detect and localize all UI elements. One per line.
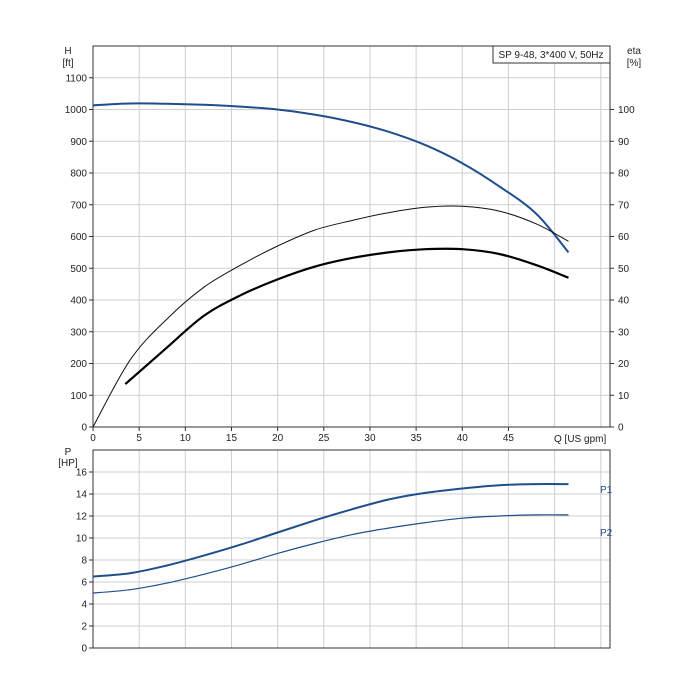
eta-tick-label: 50 xyxy=(618,264,630,275)
chart-title-box xyxy=(492,45,611,64)
power-tick-label: 4 xyxy=(81,600,87,611)
eta-tick-label: 70 xyxy=(618,200,630,211)
series-line-eta-thin xyxy=(92,205,569,428)
x-tick-label: 35 xyxy=(411,433,423,444)
p1-series-label: P1 xyxy=(600,485,613,496)
power-axis-name: P xyxy=(65,447,72,458)
x-tick-label: 25 xyxy=(318,433,330,444)
x-tick-label: 10 xyxy=(180,433,192,444)
x-tick-label: 20 xyxy=(272,433,284,444)
eta-tick-label: 10 xyxy=(618,391,630,402)
upper-plot-grid xyxy=(93,46,610,427)
head-axis-name: H xyxy=(64,46,71,57)
power-axis-unit: [HP] xyxy=(58,458,78,469)
x-tick-label: 30 xyxy=(364,433,376,444)
power-tick-label: 8 xyxy=(81,556,87,567)
power-tick-label: 12 xyxy=(76,512,88,523)
eta-tick-label: 90 xyxy=(618,137,630,148)
head-tick-label: 1100 xyxy=(65,73,87,84)
head-tick-label: 600 xyxy=(70,232,87,243)
x-tick-label: 40 xyxy=(457,433,469,444)
series-line-p1 xyxy=(92,483,569,578)
axis-ticks: 0100200300400500600700800900100011000102… xyxy=(65,73,635,654)
eta-axis-name: eta xyxy=(627,46,641,57)
eta-tick-label: 20 xyxy=(618,359,630,370)
head-tick-label: 200 xyxy=(70,359,87,370)
power-tick-label: 14 xyxy=(76,490,88,501)
head-axis-unit: [ft] xyxy=(62,58,73,69)
eta-tick-label: 80 xyxy=(618,169,630,180)
power-tick-label: 16 xyxy=(76,468,88,479)
eta-tick-label: 60 xyxy=(618,232,630,243)
x-tick-label: 15 xyxy=(226,433,238,444)
eta-tick-label: 0 xyxy=(618,423,624,434)
head-tick-label: 400 xyxy=(70,296,87,307)
eta-tick-label: 30 xyxy=(618,327,630,338)
series-line-p2 xyxy=(92,514,569,594)
head-tick-label: 0 xyxy=(81,423,87,434)
head-tick-label: 1000 xyxy=(65,105,88,116)
power-tick-label: 2 xyxy=(81,622,87,633)
lower-plot-frame xyxy=(92,449,611,649)
p2-series-label: P2 xyxy=(600,528,613,539)
eta-tick-label: 100 xyxy=(618,105,635,116)
power-tick-label: 0 xyxy=(81,644,87,655)
series-layer xyxy=(92,102,570,594)
head-tick-label: 800 xyxy=(70,169,87,180)
x-tick-label: 0 xyxy=(90,433,96,444)
x-axis-label: Q [US gpm] xyxy=(554,434,606,445)
lower-plot-grid xyxy=(93,450,610,648)
x-tick-label: 5 xyxy=(136,433,142,444)
power-tick-label: 10 xyxy=(76,534,88,545)
head-tick-label: 900 xyxy=(70,137,87,148)
eta-axis-unit: [%] xyxy=(627,58,642,69)
x-tick-label: 45 xyxy=(503,433,515,444)
series-line-eta-thick xyxy=(124,247,569,385)
head-tick-label: 100 xyxy=(70,391,87,402)
eta-tick-label: 40 xyxy=(618,296,630,307)
power-tick-label: 6 xyxy=(81,578,87,589)
head-tick-label: 500 xyxy=(70,264,87,275)
head-tick-label: 300 xyxy=(70,327,87,338)
series-line-head xyxy=(92,102,570,254)
chart-title: SP 9-48, 3*400 V, 50Hz xyxy=(498,50,603,61)
head-tick-label: 700 xyxy=(70,200,87,211)
